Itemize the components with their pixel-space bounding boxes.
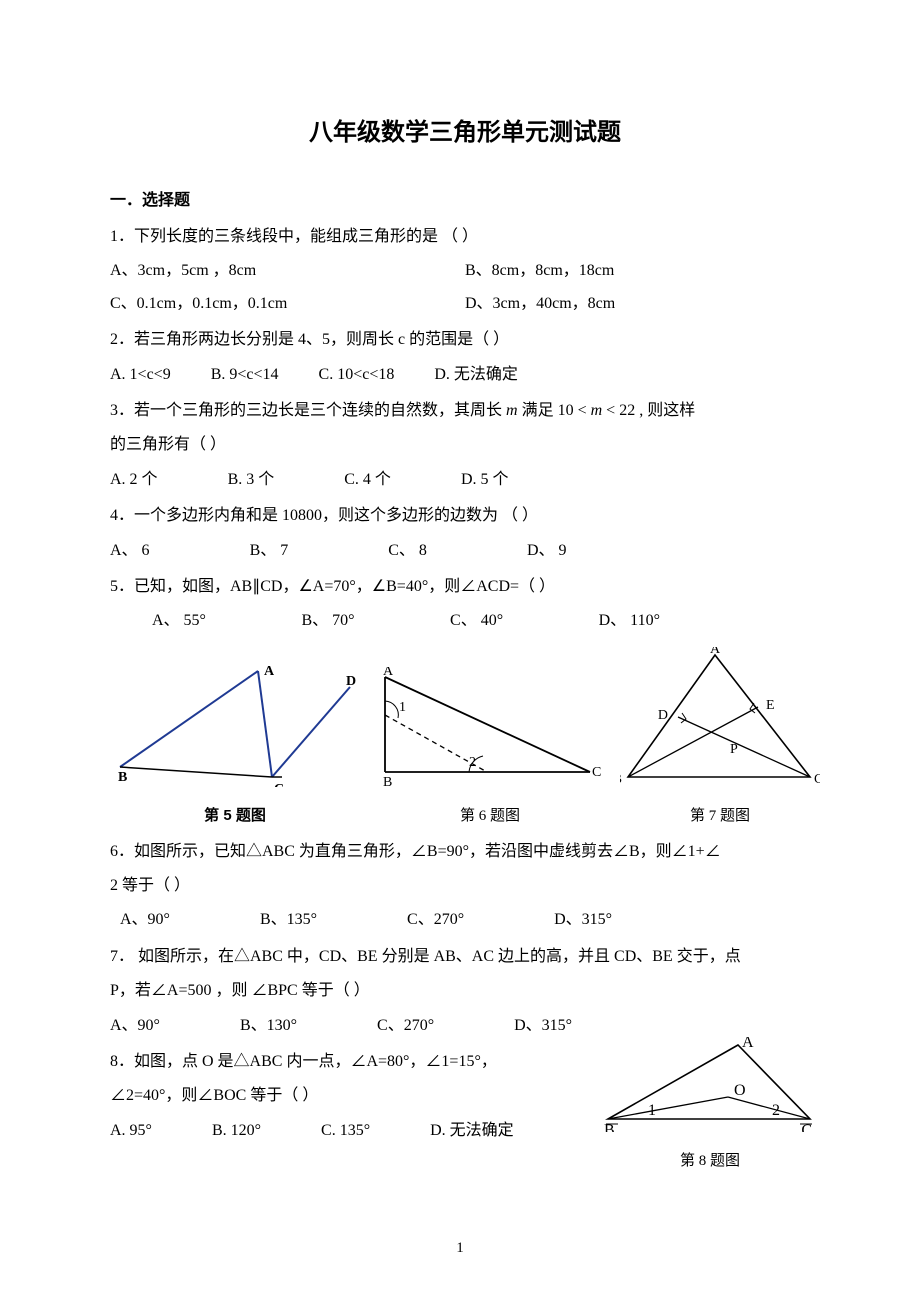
q5-options: A、 55° B、 70° C、 40° D、 110° [110,606,820,636]
q4-opt-c: C、 8 [388,536,427,566]
figures-row: ABCD 第 5 题图 12ABC 第 6 题图 ABCDEP 第 7 题图 [110,647,820,831]
fig6: 12ABC 第 6 题图 [375,667,605,831]
q3-opt-a: A. 2 个 [110,465,158,495]
q8-opt-c: C. 135° [321,1116,370,1146]
svg-text:O: O [734,1082,746,1099]
fig6-caption: 第 6 题图 [375,802,605,831]
q5-opt-c: C、 40° [450,606,503,636]
fig5-caption: 第 5 题图 [110,802,360,831]
svg-text:A: A [264,664,275,679]
q8-opt-b: B. 120° [212,1116,261,1146]
q8-opt-d: D. 无法确定 [430,1116,514,1146]
q3-opt-b: B. 3 个 [228,465,275,495]
q2-opt-c: C. 10<c<18 [319,360,395,390]
q7-opt-b: B、130° [240,1011,297,1041]
fig5: A B C D 第 5 题图 [110,647,360,831]
q2-stem: 2．若三角形两边长分别是 4、5，则周长 c 的范围是（ ） [110,325,820,355]
q3-stem-l2: 的三角形有（ ） [110,430,820,460]
q7-opt-c: C、270° [377,1011,434,1041]
q6-opt-d: D、315° [554,905,612,935]
svg-text:2: 2 [772,1102,780,1119]
q4-opt-b: B、 7 [250,536,289,566]
svg-text:A: A [742,1037,754,1051]
q4-opt-d: D、 9 [527,536,567,566]
q7-stem-l2: P，若∠A=500 ，则 ∠BPC 等于（ ） [110,976,820,1006]
svg-text:D: D [346,674,356,689]
q2-opt-b: B. 9<c<14 [211,360,279,390]
q1-opt-c: C、0.1cm，0.1cm，0.1cm [110,289,465,319]
svg-text:D: D [658,708,668,723]
q8-options: A. 95° B. 120° C. 135° D. 无法确定 [110,1116,580,1146]
q6-stem-l1: 6．如图所示，已知△ABC 为直角三角形，∠B=90°，若沿图中虚线剪去∠B，则… [110,837,820,867]
svg-text:B: B [620,772,622,787]
fig7: A B C D E P 第 7 题图 [620,647,820,831]
svg-text:B: B [383,775,392,787]
svg-text:1: 1 [648,1102,656,1119]
q3-options: A. 2 个 B. 3 个 C. 4 个 D. 5 个 [110,465,820,495]
svg-text:C: C [814,772,820,787]
svg-text:A: A [383,667,394,679]
q1-opt-a: A、3cm，5cm ，8cm [110,256,465,286]
q4-opt-a: A、 6 [110,536,150,566]
q6-stem-l2: 2 等于（ ） [110,871,820,901]
q5-opt-d: D、 110° [599,606,660,636]
q6-opt-a: A、90° [120,905,170,935]
svg-text:E: E [766,698,775,713]
svg-text:C: C [592,765,601,780]
q6-opt-b: B、135° [260,905,317,935]
q1-opt-d: D、3cm，40cm，8cm [465,289,820,319]
q3-m1: m [506,402,518,419]
page-title: 八年级数学三角形单元测试题 [110,110,820,156]
q1-stem: 1．下列长度的三条线段中，能组成三角形的是 （ ） [110,222,820,252]
q2-options: A. 1<c<9 B. 9<c<14 C. 10<c<18 D. 无法确定 [110,360,820,390]
fig8-caption: 第 8 题图 [600,1147,820,1176]
q7-opt-d: D、315° [514,1011,572,1041]
q6-opt-c: C、270° [407,905,464,935]
svg-text:B: B [118,770,127,785]
q3-sat: 满足 10 < [518,402,591,419]
q1-opt-b: B、8cm，8cm，18cm [465,256,820,286]
svg-text:1: 1 [399,700,406,715]
svg-text:C: C [801,1122,812,1132]
svg-text:C: C [274,782,284,787]
q3-stem-l1a: 3．若一个三角形的三边长是三个连续的自然数，其周长 [110,402,506,419]
page-number: 1 [0,1234,920,1263]
q8-opt-a: A. 95° [110,1116,152,1146]
q5-opt-b: B、 70° [301,606,354,636]
q7-stem-l1: 7． 如图所示，在△ABC 中，CD、BE 分别是 AB、AC 边上的高，并且 … [110,942,820,972]
q4-stem: 4．一个多边形内角和是 10800，则这个多边形的边数为 （ ） [110,501,820,531]
q3-opt-d: D. 5 个 [461,465,509,495]
q4-options: A、 6 B、 7 C、 8 D、 9 [110,536,820,566]
fig8: A B C O 1 2 第 8 题图 [600,1037,820,1176]
q1-options: A、3cm，5cm ，8cm B、8cm，8cm，18cm C、0.1cm，0.… [110,256,820,319]
svg-text:B: B [604,1122,615,1132]
fig7-caption: 第 7 题图 [620,802,820,831]
svg-text:A: A [710,647,721,657]
q3-stem: 3．若一个三角形的三边长是三个连续的自然数，其周长 m 满足 10 < m < … [110,396,820,426]
q3-m2: m [591,402,603,419]
q2-opt-d: D. 无法确定 [434,360,518,390]
q3-opt-c: C. 4 个 [344,465,391,495]
q5-opt-a: A、 55° [152,606,206,636]
svg-text:P: P [730,742,738,757]
q2-opt-a: A. 1<c<9 [110,360,171,390]
q7-opt-a: A、90° [110,1011,160,1041]
q3-sat2: < 22 , 则这样 [602,402,695,419]
q6-options: A、90° B、135° C、270° D、315° [110,905,820,935]
section-1-heading: 一．选择题 [110,186,820,216]
q5-stem: 5．已知，如图，AB∥CD，∠A=70°，∠B=40°，则∠ACD=（ ） [110,572,820,602]
